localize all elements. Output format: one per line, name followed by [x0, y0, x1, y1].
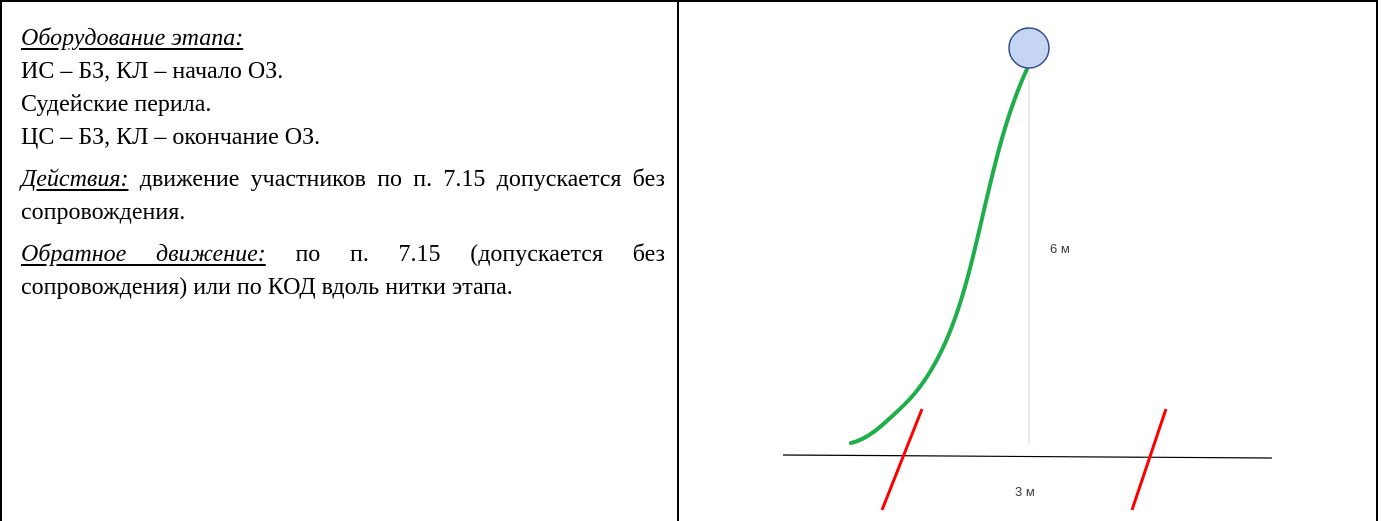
finish-boundary-line	[1130, 408, 1168, 511]
actions-paragraph: Действия: движение участников по п. 7.15…	[21, 163, 665, 229]
height-label: 6 м	[1050, 241, 1070, 256]
return-paragraph: Обратное движение: по п. 7.15 (допускает…	[21, 238, 665, 304]
return-text: по п. 7.15 (допускается без сопровождени…	[21, 241, 666, 300]
equipment-label: Оборудование этапа:	[21, 25, 244, 51]
actions-text: движение участников по п. 7.15 допускает…	[21, 166, 665, 225]
return-label: Обратное движение:	[21, 241, 266, 267]
rope-line	[849, 67, 1029, 445]
column-divider	[677, 0, 679, 521]
equipment-line: ИС – БЗ, КЛ – начало ОЗ.	[21, 58, 284, 84]
width-label: 3 м	[1015, 484, 1035, 499]
equipment-heading: Оборудование этапа:	[21, 22, 665, 55]
diagram-svg: 6 м 3 м	[782, 27, 1273, 511]
equipment-line: ЦС – БЗ, КЛ – окончание ОЗ.	[21, 124, 321, 150]
anchor-point-icon	[1008, 27, 1050, 69]
actions-label: Действия:	[21, 166, 129, 192]
stage-diagram: 6 м 3 м	[679, 2, 1376, 521]
start-boundary-line	[880, 408, 924, 511]
stage-description: Оборудование этапа: ИС – БЗ, КЛ – начало…	[2, 2, 677, 521]
equipment-line: Судейские перила.	[21, 91, 212, 117]
ground-line	[782, 454, 1273, 459]
